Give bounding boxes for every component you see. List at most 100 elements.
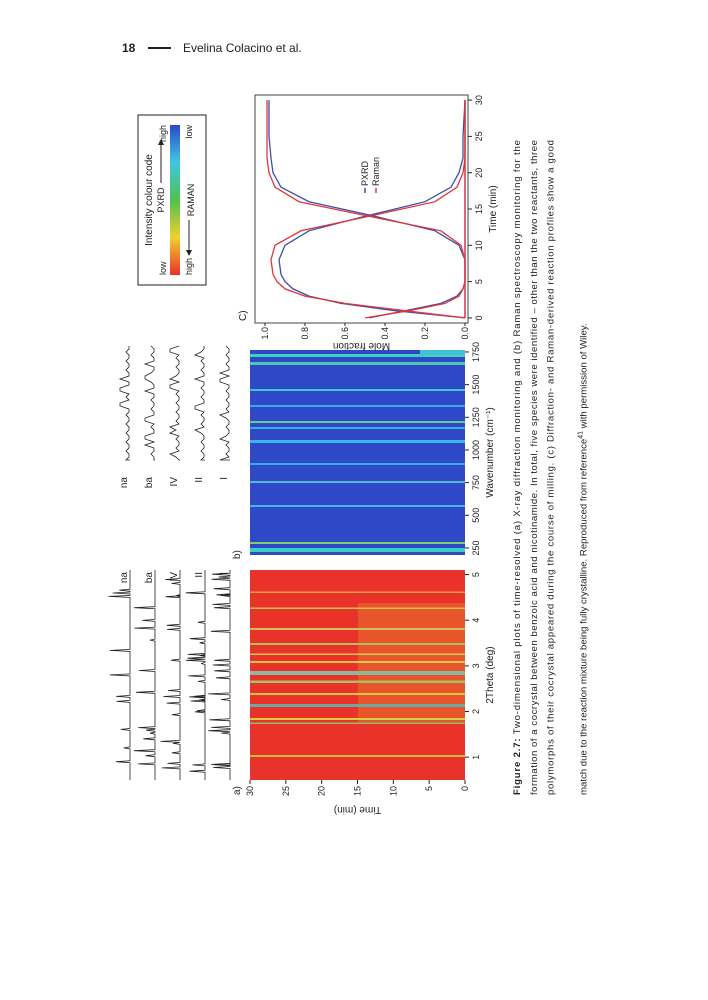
trace-label: IV: [169, 572, 180, 582]
x-tick-label: 15: [474, 204, 484, 214]
colour-code-text: high: [158, 125, 168, 142]
raman-trace: [218, 345, 231, 461]
heatmap-b-stripe: [250, 542, 465, 544]
heatmap-b-stripe: [250, 548, 465, 552]
x-tick-label: 10: [474, 240, 484, 250]
heatmap-a-stripe: [250, 653, 465, 655]
heatmap-b-stripe: [250, 481, 465, 483]
y-tick-label: 0.0: [460, 327, 470, 340]
colour-code-title: Intensity colour code: [144, 154, 155, 246]
heatmap-b-stripe: [250, 421, 465, 423]
heatmap-a-stripe: [250, 693, 465, 695]
heatmap-b: [250, 350, 465, 555]
xrd-trace: [133, 570, 156, 780]
x-axis-title: Time (min): [488, 185, 499, 232]
legend-label: Raman: [371, 157, 381, 186]
heatmap-b-stripe: [250, 463, 465, 465]
x-tick-label: 2: [471, 709, 481, 714]
x-tick-label: 750: [471, 475, 481, 490]
trace-label: I: [219, 477, 230, 480]
heatmap-a-stripe: [250, 680, 465, 683]
trace-label: ba: [144, 477, 155, 489]
colour-code-text: PXRD: [156, 187, 166, 213]
trace-label: II: [194, 477, 205, 483]
heatmap-b-stripe: [250, 362, 465, 365]
heatmap-a-stripe: [250, 722, 465, 724]
trace-label: II: [194, 572, 205, 578]
x-axis-title: Wavenumber (cm⁻¹): [485, 407, 496, 497]
heatmap-a-stripe: [250, 755, 465, 757]
raman-trace: [193, 346, 205, 461]
caption-line: match due to the reaction mixture being …: [578, 323, 590, 795]
x-tick-label: 1: [471, 755, 481, 760]
caption-line: polymorphs of their cocrystal appeared d…: [546, 140, 557, 795]
heatmap-a-stripe: [250, 643, 465, 645]
y-tick-label: 30: [245, 786, 255, 796]
y-tick-label: 15: [353, 786, 363, 796]
colour-code-text: RAMAN: [186, 184, 196, 217]
xrd-trace: [185, 570, 206, 780]
heatmap-a-stripe: [250, 628, 465, 630]
caption-text: match due to the reaction mixture being …: [579, 439, 590, 795]
caption-text: with permission of Wiley.: [579, 323, 590, 431]
y-tick-label: 0.2: [420, 327, 430, 340]
x-tick-label: 1750: [471, 342, 481, 362]
x-tick-label: 3: [471, 663, 481, 668]
plot-frame: [254, 94, 469, 324]
page-number: 18: [122, 41, 136, 55]
profile-line: [270, 100, 466, 319]
heatmap-a-stripe: [250, 661, 465, 663]
trace-label: na: [119, 572, 130, 584]
heatmap-a-stripe: [250, 591, 465, 593]
figure: nanababaIVIVIIIIIIa)123450510152025302Th…: [108, 94, 590, 815]
raman-trace: [143, 345, 156, 461]
x-tick-label: 25: [474, 131, 484, 141]
y-tick-label: 0: [460, 786, 470, 791]
xrd-trace: [108, 570, 131, 780]
heatmap-b-stripe: [250, 505, 465, 507]
caption-superscript: 41: [578, 431, 585, 439]
x-tick-label: 5: [474, 279, 484, 284]
caption-label: Figure 2.7:: [512, 738, 523, 795]
x-tick-label: 4: [471, 618, 481, 623]
heatmap-b-stripe: [250, 427, 465, 429]
author: Evelina Colacino et al.: [183, 41, 302, 55]
panel-label: b): [232, 550, 243, 559]
heatmap-b-stripe: [250, 405, 465, 407]
heatmap-a-stripe: [250, 704, 465, 707]
colour-code-text: low: [158, 261, 168, 275]
xrd-trace: [160, 570, 181, 780]
colour-code-text: low: [184, 125, 194, 139]
heatmap-b-stripe: [250, 440, 465, 443]
panel-label: a): [232, 786, 243, 795]
trace-label: ba: [144, 572, 155, 584]
x-tick-label: 500: [471, 508, 481, 523]
y-axis-title: Time (min): [334, 804, 381, 815]
y-tick-label: 0.4: [380, 327, 390, 340]
y-tick-label: 20: [317, 786, 327, 796]
y-tick-label: 0.6: [340, 327, 350, 340]
raman-trace: [168, 345, 181, 461]
caption-text: Two-dimensional plots of time-resolved (…: [512, 140, 523, 738]
x-tick-label: 5: [471, 572, 481, 577]
y-tick-label: 25: [281, 786, 291, 796]
heatmap-b-stripe: [250, 389, 465, 391]
y-tick-label: 10: [388, 786, 398, 796]
x-axis-title: 2Theta (deg): [485, 646, 496, 703]
heatmap-a-stripe: [250, 671, 465, 675]
profile-line: [364, 100, 466, 319]
heatmap-b-edge: [420, 350, 465, 355]
x-tick-label: 1500: [471, 375, 481, 395]
caption-line: formation of a cocrystal between benzoic…: [529, 140, 540, 795]
legend-label: PXRD: [360, 160, 370, 186]
heatmap-a-stripe: [250, 718, 465, 720]
x-tick-label: 0: [474, 315, 484, 320]
y-axis-title: Mole fraction: [333, 340, 390, 351]
raman-trace: [118, 346, 130, 461]
arrow-head: [186, 250, 192, 256]
x-tick-label: 20: [474, 168, 484, 178]
colour-bar: [170, 125, 180, 275]
heatmap-a-stripe: [250, 607, 465, 609]
x-tick-label: 1000: [471, 440, 481, 460]
